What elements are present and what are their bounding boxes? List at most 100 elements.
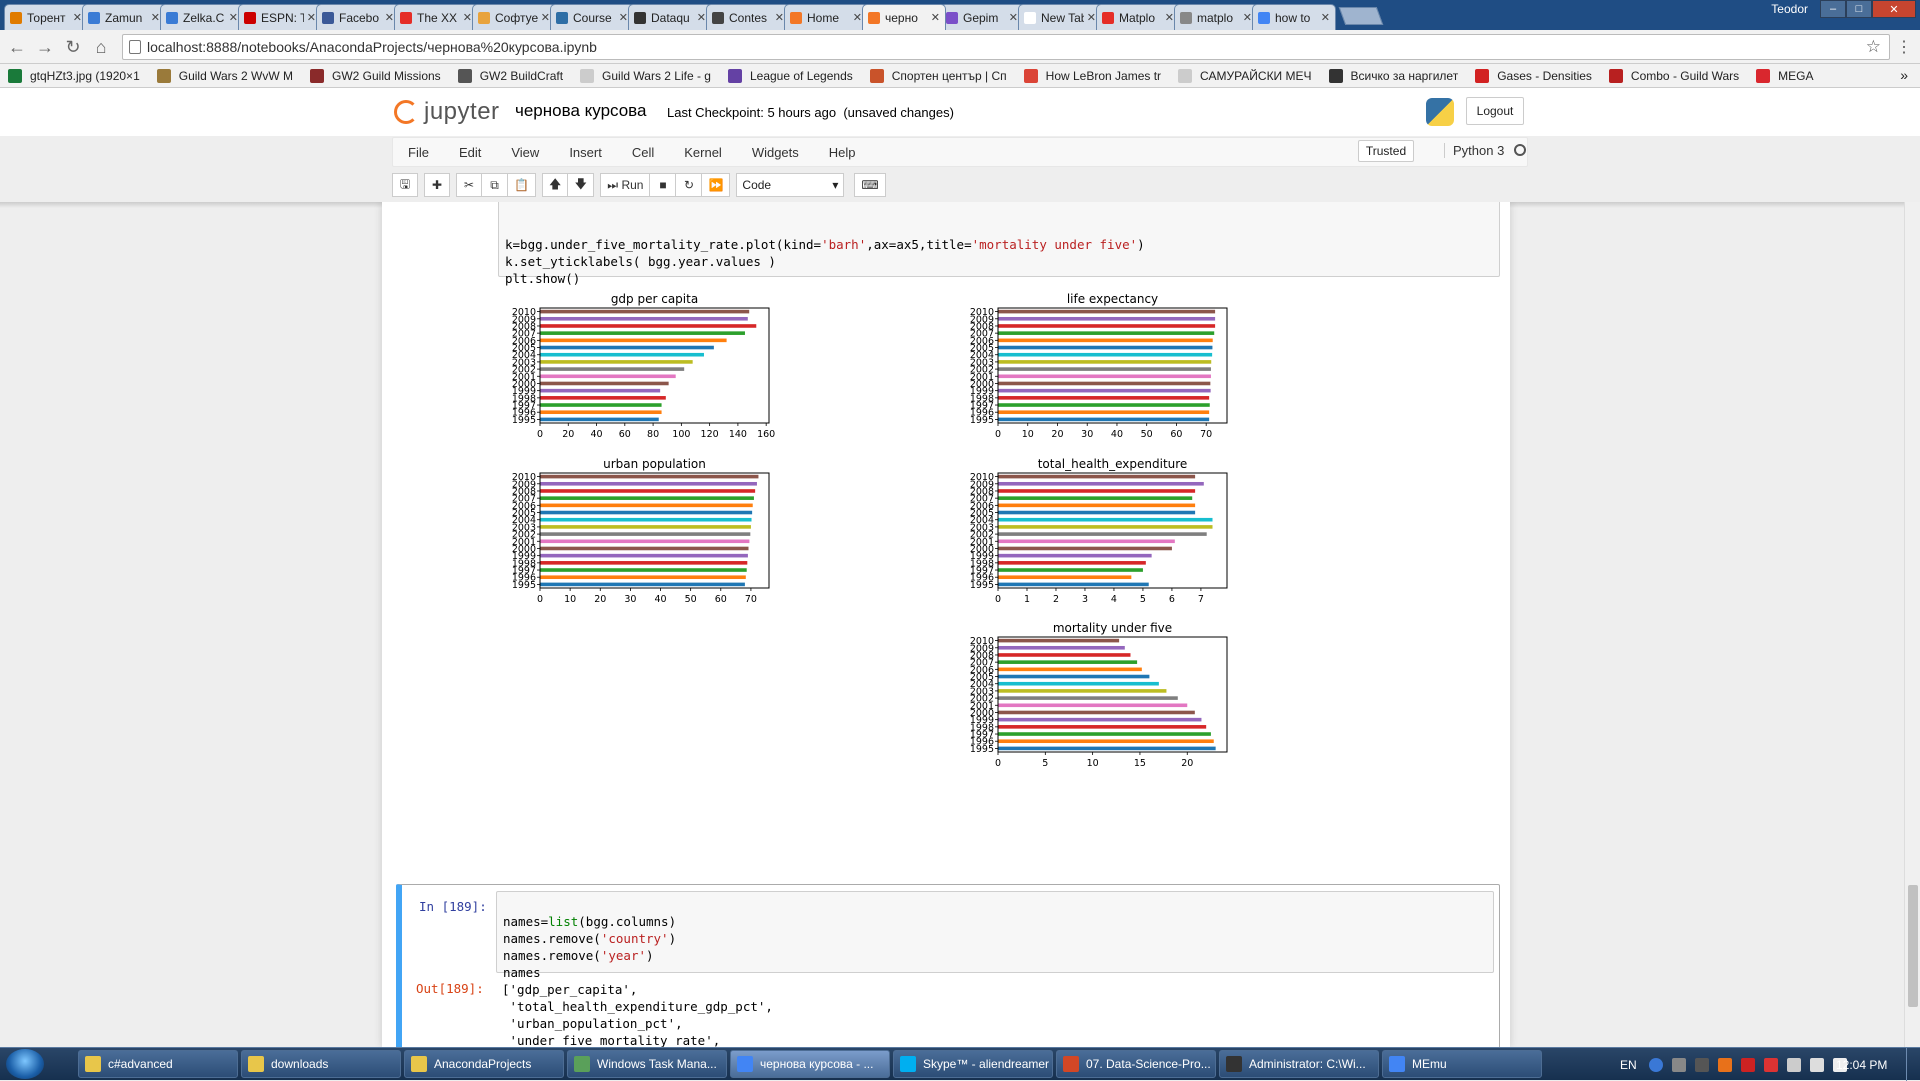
new-tab-button[interactable] [1338,6,1384,25]
close-tab-icon[interactable]: ✕ [1164,12,1174,24]
show-desktop-button[interactable] [1906,1048,1920,1081]
bookmark-item[interactable]: How LeBron James tr [1023,68,1161,83]
close-tab-icon[interactable]: ✕ [150,12,160,24]
logout-button[interactable]: Logout [1466,97,1524,125]
close-tab-icon[interactable]: ✕ [72,12,82,24]
notification-icon[interactable] [1671,1057,1686,1072]
kernel-name[interactable]: Python 3 [1444,143,1504,158]
restart-icon[interactable]: ↻ [676,173,703,197]
device-icon[interactable] [1786,1057,1801,1072]
scrollbar-thumb[interactable] [1908,885,1918,1007]
notebook-name[interactable]: чернова курсова [515,101,647,120]
close-tab-icon[interactable]: ✕ [1242,12,1252,24]
run-button[interactable]: ⏭ Run [600,173,651,197]
close-tab-icon[interactable]: ✕ [228,12,238,24]
browser-tab[interactable]: New Tab ✕ [1018,4,1102,30]
menu-view[interactable]: View [511,144,540,160]
taskbar-item[interactable]: AnacondaProjects [404,1050,564,1078]
reload-icon[interactable]: ↻ [65,36,81,57]
taskbar-item[interactable]: c#advanced [78,1050,238,1078]
bookmark-item[interactable]: Всичко за наргилет [1328,68,1458,83]
taskbar-item[interactable]: Skype™ - aliendreamer [893,1050,1053,1078]
menu-kernel[interactable]: Kernel [684,144,722,160]
close-tab-icon[interactable]: ✕ [306,12,316,24]
menu-help[interactable]: Help [828,144,856,160]
help-icon[interactable] [1648,1057,1663,1072]
forward-icon[interactable]: → [36,36,54,57]
bookmark-item[interactable]: Спортен център | Сп [869,68,1007,83]
browser-tab[interactable]: Софтуе ✕ [472,4,556,30]
browser-tab[interactable]: Gepim ✕ [940,4,1024,30]
bookmark-item[interactable]: MEGA [1756,68,1814,83]
bookmark-item[interactable]: САМУРАЙСКИ МЕЧ [1178,68,1312,83]
app-tray-icon[interactable] [1740,1057,1755,1072]
url-input[interactable]: localhost:8888/notebooks/AnacondaProject… [122,34,1890,60]
browser-tab[interactable]: Matplo ✕ [1096,4,1180,30]
app-tray-icon[interactable] [1717,1057,1732,1072]
browser-tab[interactable]: Dataqu ✕ [628,4,712,30]
taskbar-item[interactable]: Windows Task Mana... [567,1050,727,1078]
cell-type-select[interactable]: Code ▾ [736,173,845,197]
browser-tab[interactable]: черно ✕ [862,4,946,30]
menu-cell[interactable]: Cell [631,144,655,160]
language-indicator[interactable]: EN [1620,1057,1637,1072]
restart-run-all-icon[interactable]: ⏩ [702,173,731,197]
close-tab-icon[interactable]: ✕ [696,12,706,24]
paste-icon[interactable]: 📋 [508,173,536,197]
save-icon[interactable]: 🖫 [392,173,418,197]
bookmark-item[interactable]: Combo - Guild Wars [1608,68,1739,83]
cut-icon[interactable]: ✂ [456,173,482,197]
interrupt-icon[interactable]: ■ [650,173,677,197]
keyboard-icon[interactable]: ⌨ [854,173,886,197]
browser-tab[interactable]: Торент ✕ [4,4,88,30]
copy-icon[interactable]: ⧉ [482,173,508,197]
start-button[interactable] [6,1049,44,1079]
move-down-icon[interactable]: 🡇 [568,173,595,197]
bookmark-item[interactable]: GW2 BuildCraft [457,68,563,83]
menu-insert[interactable]: Insert [569,144,602,160]
code-input[interactable]: names=list(bgg.columns) names.remove('co… [496,891,1494,980]
close-tab-icon[interactable]: ✕ [774,12,784,24]
bookmark-item[interactable]: Gases - Densities [1475,68,1592,83]
back-icon[interactable]: ← [8,36,26,57]
bookmark-item[interactable]: League of Legends [727,68,853,83]
browser-tab[interactable]: Course ✕ [550,4,634,30]
home-icon[interactable]: ⌂ [95,36,107,57]
close-tab-icon[interactable]: ✕ [1086,12,1096,24]
page-scrollbar[interactable] [1904,202,1920,1047]
previous-code-cell[interactable]: k=bgg.under_five_mortality_rate.plot(kin… [498,202,1500,286]
tray-arrow-icon[interactable] [1694,1057,1709,1072]
taskbar-item[interactable]: downloads [241,1050,401,1078]
trusted-button[interactable]: Trusted [1358,140,1414,162]
menu-widgets[interactable]: Widgets [751,144,799,160]
bookmark-item[interactable]: GW2 Guild Missions [309,68,441,83]
network-icon[interactable] [1809,1057,1824,1072]
browser-tab[interactable]: Home ✕ [784,4,868,30]
browser-tab[interactable]: Facebo ✕ [316,4,400,30]
bookmark-item[interactable]: gtqHZt3.jpg (1920×1 [8,68,140,83]
browser-menu-icon[interactable]: ⋮ [1896,39,1912,56]
close-tab-icon[interactable]: ✕ [462,12,472,24]
bookmarks-overflow-icon[interactable]: » [1900,67,1908,83]
browser-tab[interactable]: Contes ✕ [706,4,790,30]
close-tab-icon[interactable]: ✕ [1320,12,1330,24]
minimize-button[interactable]: – [1820,0,1846,18]
selected-cell[interactable]: In [189]: names=list(bgg.columns) names.… [396,884,1500,1047]
close-window-button[interactable]: ✕ [1872,0,1916,18]
browser-tab[interactable]: Zamun ✕ [82,4,166,30]
taskbar-item[interactable]: Administrator: C:\Wi... [1219,1050,1379,1078]
browser-tab[interactable]: how to ✕ [1252,4,1336,30]
close-tab-icon[interactable]: ✕ [618,12,628,24]
volume-icon[interactable] [1832,1057,1847,1072]
close-tab-icon[interactable]: ✕ [1008,12,1018,24]
maximize-button[interactable]: □ [1846,0,1872,18]
insert-cell-icon[interactable]: ✚ [424,173,450,197]
bookmark-star-icon[interactable]: ☆ [1865,37,1881,56]
bookmark-item[interactable]: Guild Wars 2 WvW M [156,68,293,83]
bookmark-item[interactable]: Guild Wars 2 Life - g [580,68,711,83]
taskbar-item[interactable]: MEmu [1382,1050,1542,1078]
taskbar-item[interactable]: чернова курсова - ... [730,1050,890,1078]
clock[interactable]: 12:04 PM [1836,1058,1888,1072]
browser-tab[interactable]: The XX ✕ [394,4,478,30]
menu-file[interactable]: File [408,144,429,160]
